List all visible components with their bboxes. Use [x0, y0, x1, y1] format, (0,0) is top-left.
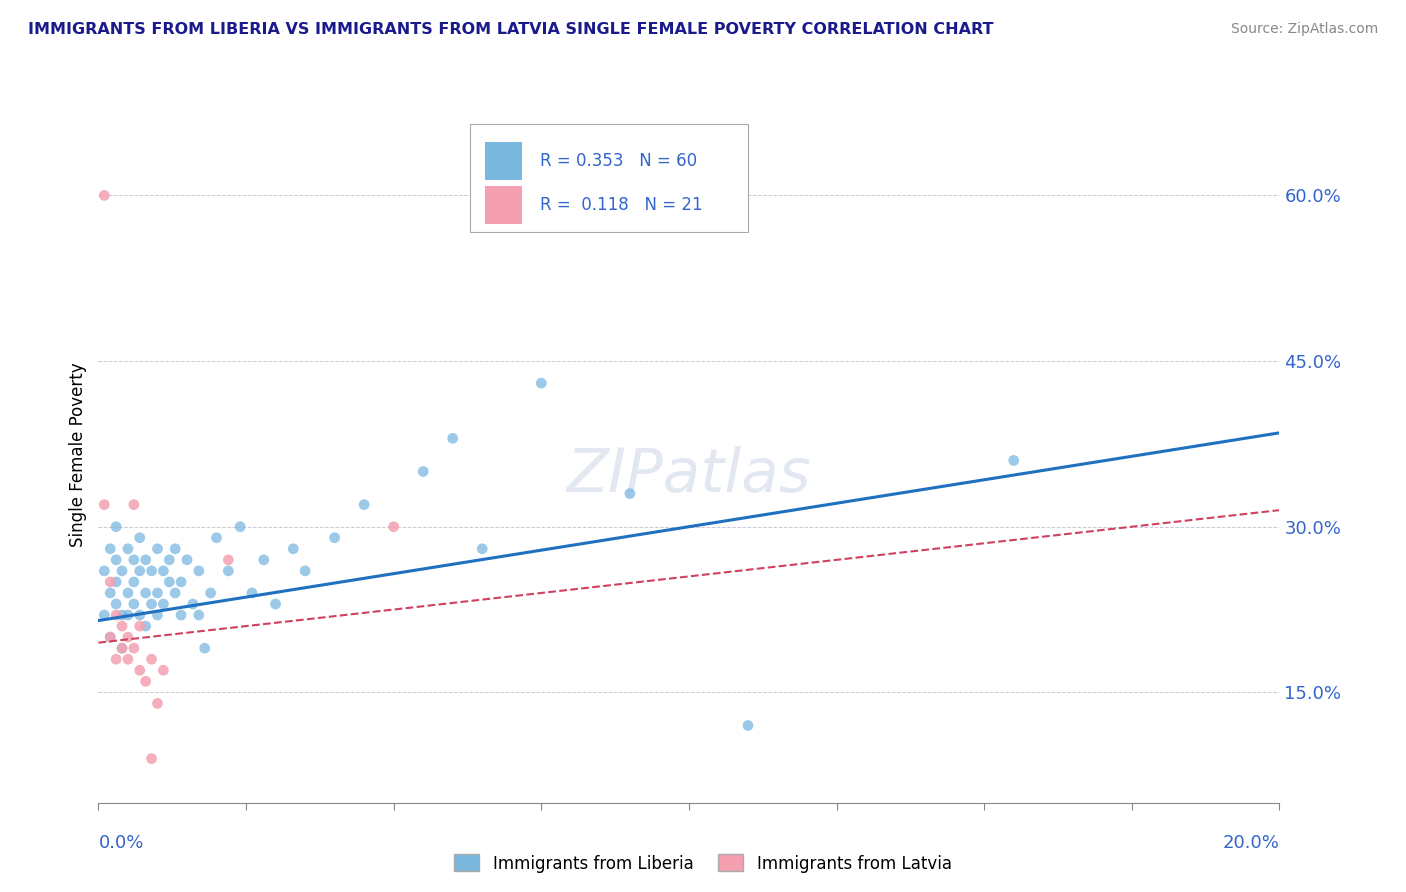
Point	[187, 608, 209, 623]
Point	[152, 597, 174, 611]
Point	[323, 531, 346, 545]
Text: 20.0%: 20.0%	[1223, 834, 1279, 852]
Point	[111, 641, 134, 656]
Text: IMMIGRANTS FROM LIBERIA VS IMMIGRANTS FROM LATVIA SINGLE FEMALE POVERTY CORRELAT: IMMIGRANTS FROM LIBERIA VS IMMIGRANTS FR…	[28, 22, 994, 37]
Point	[105, 652, 128, 666]
Point	[128, 608, 150, 623]
Point	[194, 641, 217, 656]
Point	[157, 574, 180, 589]
Point	[146, 586, 169, 600]
Point	[141, 652, 163, 666]
Point	[353, 498, 375, 512]
Point	[205, 531, 228, 545]
Point	[619, 486, 641, 500]
Point	[117, 541, 139, 556]
Point	[105, 597, 128, 611]
Point	[181, 597, 204, 611]
Point	[135, 619, 157, 633]
Text: 0.0%: 0.0%	[98, 834, 143, 852]
Point	[170, 608, 193, 623]
Point	[105, 574, 128, 589]
Point	[737, 718, 759, 732]
Point	[152, 564, 174, 578]
Point	[111, 619, 134, 633]
Point	[283, 541, 305, 556]
Point	[152, 663, 174, 677]
Point	[165, 586, 187, 600]
Point	[122, 553, 145, 567]
Point	[217, 553, 239, 567]
Point	[117, 586, 139, 600]
Point	[200, 586, 222, 600]
Text: R = 0.353   N = 60: R = 0.353 N = 60	[540, 152, 697, 170]
Point	[98, 541, 121, 556]
Point	[93, 498, 115, 512]
Point	[117, 630, 139, 644]
Point	[294, 564, 316, 578]
Point	[105, 608, 128, 623]
Point	[176, 553, 198, 567]
Point	[264, 597, 287, 611]
Point	[105, 519, 128, 533]
FancyBboxPatch shape	[485, 186, 523, 224]
Point	[105, 553, 128, 567]
Point	[382, 519, 405, 533]
Point	[253, 553, 276, 567]
Point	[146, 541, 169, 556]
Point	[135, 553, 157, 567]
Y-axis label: Single Female Poverty: Single Female Poverty	[69, 363, 87, 547]
Text: R =  0.118   N = 21: R = 0.118 N = 21	[540, 196, 703, 214]
Point	[135, 586, 157, 600]
Point	[170, 574, 193, 589]
Point	[117, 652, 139, 666]
Point	[98, 630, 121, 644]
Point	[98, 586, 121, 600]
Point	[93, 188, 115, 202]
Point	[98, 630, 121, 644]
Point	[128, 564, 150, 578]
Point	[217, 564, 239, 578]
Point	[122, 498, 145, 512]
Point	[141, 597, 163, 611]
Point	[146, 608, 169, 623]
Point	[240, 586, 263, 600]
Point	[1002, 453, 1025, 467]
Point	[128, 531, 150, 545]
FancyBboxPatch shape	[471, 124, 748, 232]
Point	[141, 751, 163, 765]
Point	[135, 674, 157, 689]
Point	[165, 541, 187, 556]
Legend: Immigrants from Liberia, Immigrants from Latvia: Immigrants from Liberia, Immigrants from…	[447, 847, 959, 880]
Point	[93, 608, 115, 623]
Point	[441, 431, 464, 445]
Point	[471, 541, 494, 556]
Point	[187, 564, 209, 578]
Point	[229, 519, 252, 533]
Point	[141, 564, 163, 578]
Point	[412, 465, 434, 479]
Point	[122, 641, 145, 656]
Point	[93, 564, 115, 578]
Point	[128, 663, 150, 677]
Point	[157, 553, 180, 567]
Point	[111, 608, 134, 623]
FancyBboxPatch shape	[485, 142, 523, 180]
Point	[122, 574, 145, 589]
Point	[128, 619, 150, 633]
Point	[117, 608, 139, 623]
Point	[530, 376, 553, 391]
Point	[146, 697, 169, 711]
Text: Source: ZipAtlas.com: Source: ZipAtlas.com	[1230, 22, 1378, 37]
Point	[111, 641, 134, 656]
Point	[122, 597, 145, 611]
Point	[111, 564, 134, 578]
Point	[98, 574, 121, 589]
Text: ZIPatlas: ZIPatlas	[567, 446, 811, 505]
